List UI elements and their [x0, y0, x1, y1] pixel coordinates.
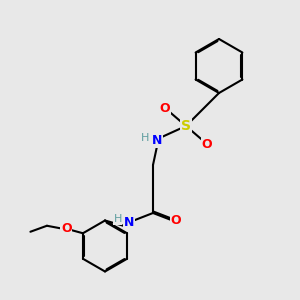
Text: H: H: [141, 133, 150, 143]
Text: O: O: [171, 214, 182, 227]
Text: N: N: [124, 215, 134, 229]
Text: N: N: [152, 134, 163, 148]
Text: O: O: [61, 222, 72, 235]
Text: S: S: [181, 119, 191, 133]
Text: O: O: [202, 137, 212, 151]
Text: O: O: [160, 101, 170, 115]
Text: H: H: [113, 214, 122, 224]
